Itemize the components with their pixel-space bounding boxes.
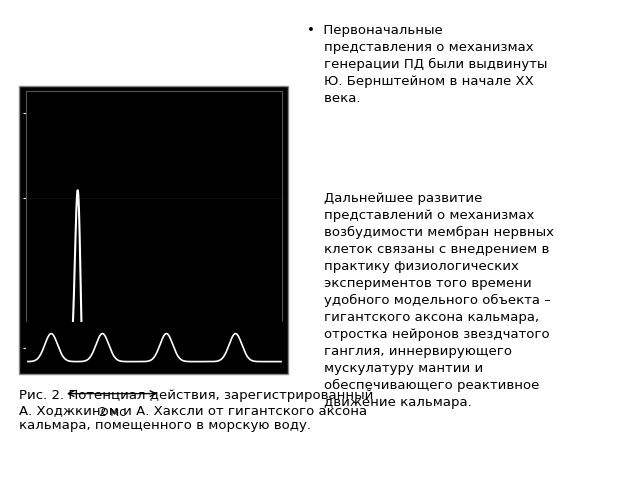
Text: •  Первоначальные
    представления о механизмах
    генерации ПД были выдвинуты: • Первоначальные представления о механиз… [307, 24, 548, 105]
Text: 2 мс: 2 мс [99, 406, 125, 419]
Text: Дальнейшее развитие
    представлений о механизмах
    возбудимости мембран нерв: Дальнейшее развитие представлений о меха… [307, 192, 554, 409]
Bar [19, 86, 288, 374]
Text: Рис. 2. Потенциал действия, зарегистрированный
А. Ходжкином и А. Хаксли от гиган: Рис. 2. Потенциал действия, зарегистриро… [19, 389, 374, 432]
